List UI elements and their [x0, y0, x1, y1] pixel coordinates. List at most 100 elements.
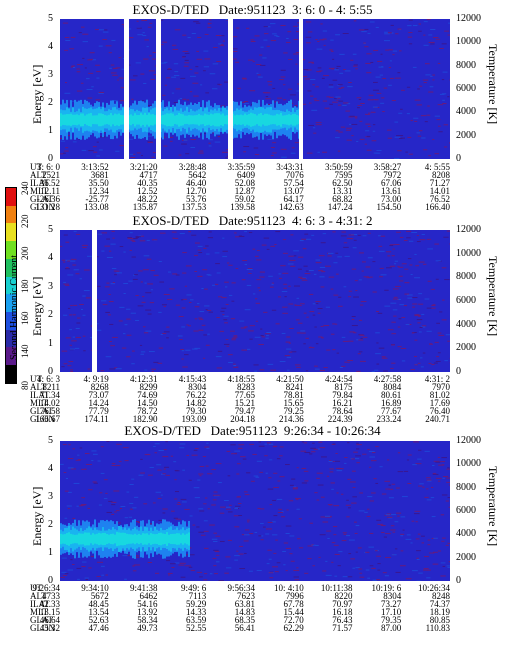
spectrogram-pixel: [333, 505, 340, 507]
spectrogram-pixel: [317, 40, 320, 42]
spectrogram-pixel: [371, 140, 377, 142]
spectrogram-pixel: [418, 331, 422, 333]
spectrogram-pixel: [395, 571, 401, 573]
spectrogram-pixel: [140, 281, 143, 283]
spectrogram-band: [84, 115, 86, 125]
spectrogram-pixel: [442, 99, 445, 101]
spectrogram-pixel: [114, 367, 118, 369]
spectrogram-pixel: [250, 480, 255, 482]
spectrogram-band: [70, 113, 72, 126]
spectrogram-pixel: [269, 577, 274, 579]
spectrogram-pixel: [380, 97, 385, 99]
spectrogram-pixel: [130, 312, 137, 314]
spectrogram-pixel: [112, 281, 115, 283]
spectrogram-pixel: [155, 572, 160, 574]
spectrogram-pixel: [126, 356, 131, 358]
table-cell: 224.39: [327, 414, 353, 424]
spectrogram-pixel: [152, 58, 157, 60]
spectrogram-band: [106, 534, 108, 544]
spectrogram-pixel: [341, 540, 347, 542]
spectrogram-pixel: [146, 46, 149, 48]
spectrogram-band: [186, 115, 188, 124]
spectrogram-band: [252, 113, 254, 127]
spectrogram-pixel: [110, 345, 115, 347]
spectrogram-pixel: [249, 90, 256, 92]
spectrogram-pixel: [303, 312, 307, 314]
spectrogram-pixel: [319, 70, 323, 72]
spectrogram-pixel: [65, 241, 70, 243]
spectrogram-pixel: [283, 84, 286, 86]
spectrogram-pixel: [162, 333, 167, 335]
spectrogram-pixel: [296, 508, 300, 510]
spectrogram-pixel: [67, 365, 72, 367]
spectrogram-band: [256, 115, 258, 125]
spectrogram-pixel: [179, 233, 185, 235]
table-cell: 62.29: [283, 623, 304, 633]
spectrogram-band: [236, 114, 238, 125]
spectrogram-pixel: [111, 267, 117, 269]
spectrogram-pixel: [63, 234, 68, 236]
table-cell: 16.18: [332, 607, 353, 617]
spectrogram-pixel: [442, 565, 446, 567]
table-row-label: MLT: [30, 186, 49, 196]
spectrogram-pixel: [348, 290, 353, 292]
spectrogram-pixel: [305, 337, 309, 339]
spectrogram-pixel: [335, 130, 340, 132]
table-cell: 8220: [334, 591, 353, 601]
spectrogram-pixel: [240, 456, 246, 458]
spectrogram-pixel: [333, 294, 339, 296]
spectrogram-band: [60, 533, 62, 545]
spectrogram-pixel: [335, 273, 339, 275]
spectrogram-pixel: [396, 135, 402, 137]
table-cell: 3:50:59: [324, 162, 353, 172]
spectrogram-pixel: [301, 75, 308, 77]
spectrogram-pixel: [283, 283, 288, 285]
spectrogram-pixel: [266, 104, 271, 106]
spectrogram-pixel: [95, 64, 100, 66]
spectrogram-pixel: [147, 141, 154, 143]
spectrogram-pixel: [336, 492, 339, 494]
spectrogram-pixel: [335, 460, 341, 462]
spectrogram-pixel: [352, 65, 358, 67]
spectrogram-pixel: [286, 356, 291, 358]
spectrogram-pixel: [365, 62, 371, 64]
spectrogram-pixel: [157, 497, 162, 499]
spectrogram-pixel: [424, 63, 430, 65]
spectrogram-pixel: [76, 68, 80, 70]
table-cell: 80.85: [429, 615, 450, 625]
spectrogram-pixel: [297, 268, 302, 270]
spectrogram-pixel: [231, 337, 237, 339]
spectrogram-band: [96, 115, 98, 125]
spectrogram-pixel: [353, 332, 357, 334]
table-cell: 78.64: [332, 406, 353, 416]
spectrogram-pixel: [266, 442, 272, 444]
spectrogram-pixel: [420, 535, 425, 537]
table-cell: 77.67: [381, 406, 402, 416]
spectrogram-pixel: [242, 458, 247, 460]
spectrogram-pixel: [339, 53, 345, 55]
spectrogram-pixel: [360, 301, 367, 303]
spectrogram-pixel: [185, 153, 190, 155]
spectrogram-pixel: [405, 578, 412, 580]
spectrogram-pixel: [198, 329, 204, 331]
spectrogram-pixel: [174, 71, 179, 73]
spectrogram-pixel: [152, 502, 156, 504]
table-cell: 4:31: 2: [424, 374, 450, 384]
spectrogram-pixel: [62, 152, 66, 154]
spectrogram-pixel: [74, 347, 80, 349]
spectrogram-pixel: [60, 463, 64, 465]
spectrogram-pixel: [386, 513, 392, 515]
spectrogram-band: [64, 114, 66, 126]
spectrogram-pixel: [131, 350, 135, 352]
spectrogram-pixel: [98, 92, 104, 94]
table-cell: 233.24: [376, 414, 402, 424]
spectrogram-pixel: [437, 104, 444, 106]
spectrogram-pixel: [226, 450, 231, 452]
spectrogram-pixel: [71, 340, 77, 342]
spectrogram-pixel: [98, 504, 103, 506]
spectrogram-pixel: [88, 567, 92, 569]
spectrogram-pixel: [72, 336, 75, 338]
spectrogram-pixel: [98, 45, 103, 47]
spectrogram-pixel: [257, 74, 261, 76]
spectrogram-pixel: [375, 76, 381, 78]
